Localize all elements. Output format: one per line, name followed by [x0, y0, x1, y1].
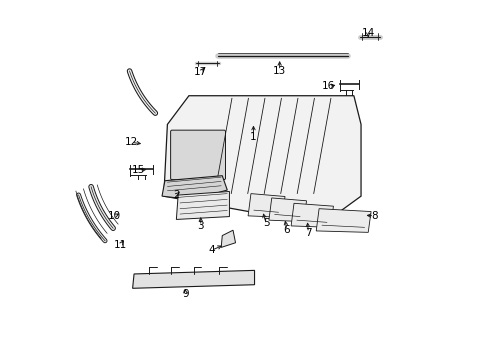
Text: 3: 3: [197, 221, 203, 231]
Text: 9: 9: [182, 289, 188, 299]
Polygon shape: [221, 230, 235, 247]
Text: 12: 12: [124, 138, 138, 147]
Text: 14: 14: [361, 28, 374, 38]
Text: 7: 7: [305, 228, 311, 238]
Text: 8: 8: [370, 211, 377, 221]
Text: 4: 4: [208, 245, 214, 255]
Text: 17: 17: [194, 67, 207, 77]
Polygon shape: [132, 270, 254, 288]
Polygon shape: [247, 194, 285, 217]
Polygon shape: [176, 192, 229, 220]
Text: 11: 11: [114, 239, 127, 249]
Text: 1: 1: [250, 132, 256, 142]
Polygon shape: [290, 203, 333, 227]
Text: 10: 10: [108, 211, 121, 221]
Text: 13: 13: [272, 66, 285, 76]
Text: 5: 5: [262, 218, 269, 228]
Text: 16: 16: [322, 81, 335, 91]
Polygon shape: [316, 209, 370, 232]
Polygon shape: [163, 96, 360, 225]
Polygon shape: [268, 198, 306, 222]
Text: 2: 2: [173, 190, 179, 200]
Polygon shape: [162, 176, 227, 200]
Text: 15: 15: [132, 165, 145, 175]
Text: 6: 6: [283, 225, 289, 235]
FancyBboxPatch shape: [170, 130, 225, 180]
